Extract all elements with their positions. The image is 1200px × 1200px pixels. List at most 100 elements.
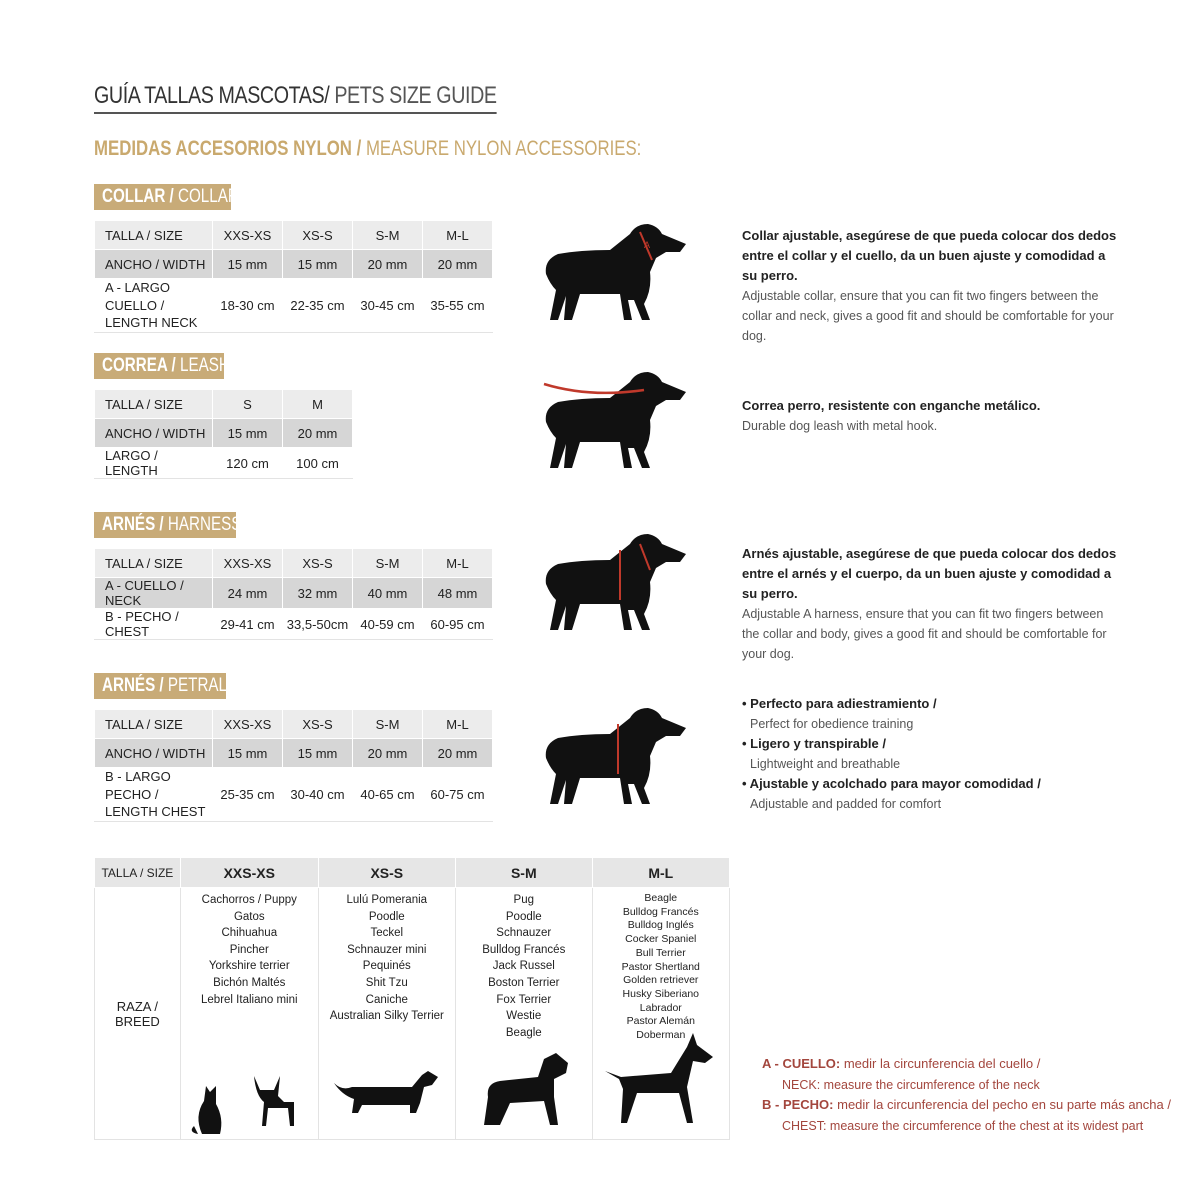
schnauzer-icon bbox=[483, 1053, 568, 1126]
harness-tag: ARNÉS / HARNESS bbox=[94, 512, 241, 538]
text-cell: ANCHO / WIDTH bbox=[94, 418, 213, 448]
text-cell: LEASH bbox=[175, 355, 230, 376]
text-cell: B - LARGO PECHO / LENGTH CHEST bbox=[94, 767, 213, 822]
breed-item: Labrador bbox=[639, 1001, 682, 1014]
breed-item: Westie bbox=[506, 1010, 542, 1023]
text-cell: S-M bbox=[352, 548, 423, 578]
text-cell: HARNESS bbox=[163, 514, 242, 535]
text-cell: Durable dog leash with metal hook. bbox=[742, 419, 938, 433]
text-cell: XS-S bbox=[282, 220, 353, 250]
section-subtitle: MEDIDAS ACCESORIOS NYLON / MEASURE NYLON… bbox=[94, 137, 641, 161]
text-cell: 15 mm bbox=[212, 249, 283, 279]
text-cell: 20 mm bbox=[352, 249, 423, 279]
breed-item: Cocker Spaniel bbox=[625, 933, 697, 946]
text-cell: 15 mm bbox=[212, 418, 283, 448]
text-cell: 15 mm bbox=[212, 738, 283, 768]
text-cell: 15 mm bbox=[282, 738, 353, 768]
text-cell: Collar ajustable, asegúrese de que pueda… bbox=[742, 228, 1117, 283]
dog-collar-icon: A bbox=[545, 224, 686, 320]
text-cell: 20 mm bbox=[282, 418, 353, 448]
breed-item: Schnauzer mini bbox=[347, 943, 427, 956]
text-cell: Adjustable and padded for comfort bbox=[750, 797, 942, 811]
breed-item: Shit Tzu bbox=[365, 976, 408, 989]
doberman-icon bbox=[604, 1032, 713, 1123]
text-cell: RAZA / BREED bbox=[94, 886, 181, 1141]
text-cell: Perfect for obedience training bbox=[750, 717, 914, 731]
breed-item: Chihuahua bbox=[221, 927, 278, 940]
breed-item: Poodle bbox=[505, 910, 542, 923]
text-cell: 33,5-50cm bbox=[282, 608, 353, 640]
leash-description: Correa perro, resistente con enganche me… bbox=[742, 396, 1122, 436]
text-cell: Correa perro, resistente con enganche me… bbox=[742, 398, 1041, 413]
text-cell: 60-95 cm bbox=[422, 608, 493, 640]
text-cell: 48 mm bbox=[422, 577, 493, 609]
breed-item: Teckel bbox=[370, 927, 404, 940]
leash-tag: CORREA / LEASH bbox=[94, 353, 230, 379]
breed-item: Schnauzer bbox=[496, 927, 552, 940]
text-cell: 20 mm bbox=[352, 738, 423, 768]
text-cell: 29-41 cm bbox=[212, 608, 283, 640]
dachshund-icon bbox=[333, 1070, 438, 1113]
text-cell: Arnés ajustable, asegúrese de que pueda … bbox=[742, 546, 1117, 601]
breed-item: Pastor Shertland bbox=[621, 960, 700, 973]
text-cell: TALLA / SIZE bbox=[94, 220, 213, 250]
text-cell: COLLAR bbox=[173, 186, 239, 207]
text-cell: ANCHO / WIDTH bbox=[94, 738, 213, 768]
collar-tag: COLLAR / COLLAR bbox=[94, 184, 239, 210]
breed-item: Caniche bbox=[365, 993, 408, 1006]
text-cell: 32 mm bbox=[282, 577, 353, 609]
breed-item: Golden retriever bbox=[623, 974, 699, 987]
text-cell: CHEST: bbox=[782, 1118, 827, 1133]
breed-list-xxs-xs: Cachorros / Puppy Gatos Chihuahua Pincher Yo… bbox=[181, 892, 318, 1008]
breed-item: Pincher bbox=[229, 943, 269, 956]
dog-harness-icon bbox=[545, 534, 686, 630]
text-cell: XS-S bbox=[317, 857, 456, 888]
text-cell: 40 mm bbox=[352, 577, 423, 609]
text-cell: 25-35 cm bbox=[212, 767, 283, 822]
breed-item: Cachorros / Puppy bbox=[201, 894, 297, 906]
page-title: GUÍA TALLAS MASCOTAS/ PETS SIZE GUIDE bbox=[94, 82, 497, 114]
text-cell: medir la circunferencia del pecho en su … bbox=[833, 1097, 1171, 1112]
breed-list-s-m: Pug Poodle Schnauzer Bulldog Francés Jack Ru… bbox=[456, 892, 592, 1041]
text-cell: Adjustable collar, ensure that you can f… bbox=[742, 289, 1114, 343]
text-cell: MEDIDAS ACCESORIOS NYLON / bbox=[94, 137, 362, 160]
text-cell: A - LARGO CUELLO / LENGTH NECK bbox=[94, 278, 213, 333]
text-cell: XXS-XS bbox=[212, 220, 283, 250]
text-cell: S-M bbox=[352, 220, 423, 250]
text-cell: A - CUELLO / NECK bbox=[94, 577, 213, 609]
measurement-legend: A - CUELLO: medir la circunferencia del … bbox=[762, 1054, 1171, 1136]
text-cell: Adjustable A harness, ensure that you ca… bbox=[742, 607, 1107, 661]
text-cell: medir la circunferencia del cuello / bbox=[840, 1056, 1041, 1071]
text-cell: measure the circumference of the chest a… bbox=[826, 1118, 1144, 1133]
text-cell: ARNÉS / bbox=[102, 675, 164, 696]
petral-features: • Perfecto para adiestramiento / Perfect … bbox=[742, 694, 1122, 814]
breed-item: Husky Siberiano bbox=[622, 987, 699, 1000]
text-cell: XXS-XS bbox=[212, 709, 283, 739]
breed-item: Beagle bbox=[505, 1026, 542, 1039]
text-cell: • Ajustable y acolchado para mayor comod… bbox=[742, 776, 1041, 791]
breed-item: Fox Terrier bbox=[496, 993, 552, 1006]
breed-item: Boston Terrier bbox=[488, 976, 560, 989]
text-cell: measure the circumference of the neck bbox=[820, 1077, 1040, 1092]
collar-table: TALLA / SIZE XXS-XS XS-S S-M M-L ANCHO / WID… bbox=[94, 220, 493, 333]
text-cell: 35-55 cm bbox=[422, 278, 493, 333]
text-cell: M bbox=[282, 389, 353, 419]
petral-tag: ARNÉS / PETRAL bbox=[94, 673, 227, 699]
breed-list-xs-s: Lulú Pomerania Poodle Teckel Schnauzer mini… bbox=[319, 892, 455, 1025]
text-cell: M-L bbox=[591, 857, 730, 888]
collar-description: Collar ajustable, asegúrese de que pueda… bbox=[742, 226, 1122, 346]
breed-item: Jack Russel bbox=[492, 960, 555, 973]
text-cell: XS-S bbox=[282, 709, 353, 739]
text-cell: XXS-XS bbox=[212, 548, 283, 578]
text-cell: M-L bbox=[422, 709, 493, 739]
breed-item: Bichón Maltés bbox=[213, 976, 286, 989]
text-cell: 30-40 cm bbox=[282, 767, 353, 822]
text-cell: COLLAR / bbox=[102, 186, 174, 207]
text-cell: 40-65 cm bbox=[352, 767, 423, 822]
leash-table: TALLA / SIZE S M ANCHO / WIDTH 15 mm 20 mm L… bbox=[94, 389, 353, 479]
text-cell: B - PECHO: bbox=[762, 1097, 834, 1112]
breed-item: Yorkshire terrier bbox=[208, 960, 290, 973]
text-cell: A - CUELLO: bbox=[762, 1056, 841, 1071]
petral-table: TALLA / SIZE XXS-XS XS-S S-M M-L ANCHO / WID… bbox=[94, 709, 493, 822]
breed-item: Bull Terrier bbox=[635, 946, 686, 959]
